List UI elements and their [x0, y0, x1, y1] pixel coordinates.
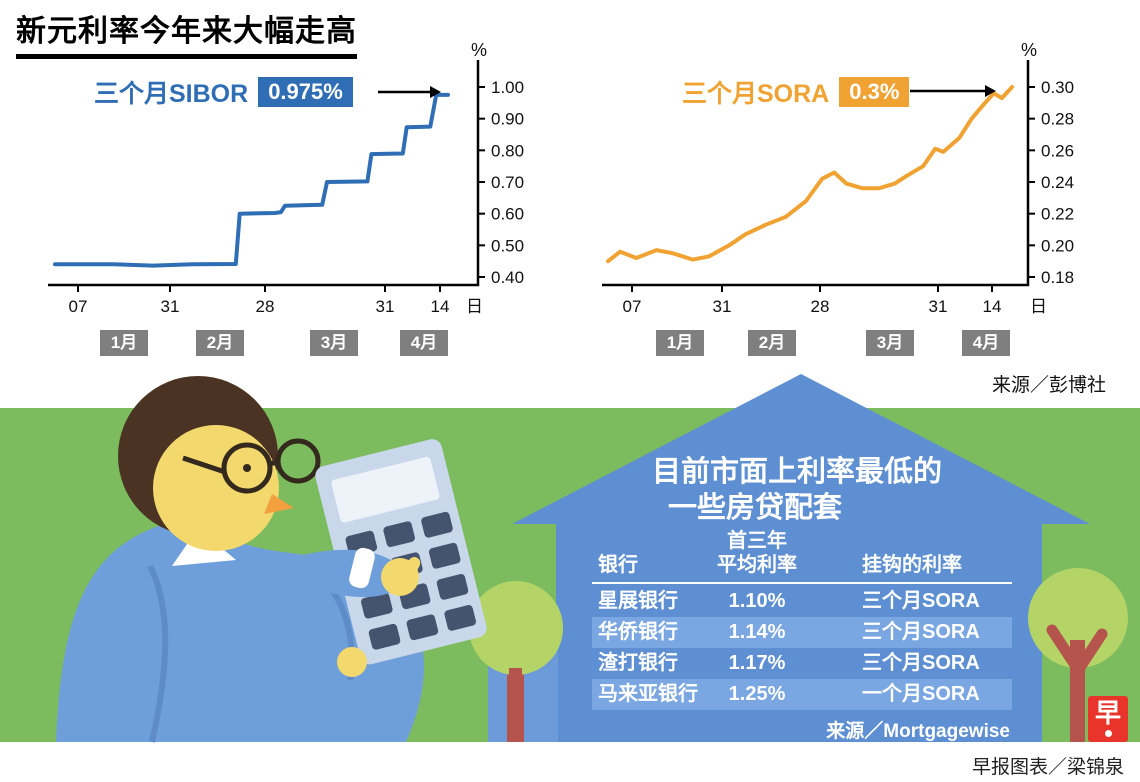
- table-row: 星展银行 1.10% 三个月SORA: [592, 586, 1012, 617]
- logo-flower-mark: [1104, 730, 1112, 737]
- month-label-feb: 2月: [196, 330, 244, 356]
- cell-peg: 三个月SORA: [862, 652, 980, 674]
- table-header-row: 银行 平均利率 挂钩的利率: [592, 550, 1012, 581]
- sibor-series-label: 三个月SIBOR: [94, 80, 249, 108]
- sora-annotation: 三个月SORA 0.3%: [682, 74, 910, 110]
- sora-series-label: 三个月SORA: [682, 80, 830, 108]
- table-row: 渣打银行 1.17% 三个月SORA: [592, 648, 1012, 679]
- sibor-value-badge: 0.975%: [258, 77, 353, 107]
- sibor-annotation: 三个月SIBOR 0.975%: [94, 74, 353, 110]
- month-label-apr: 4月: [400, 330, 448, 356]
- month-label-apr: 4月: [962, 330, 1010, 356]
- sora-value-badge: 0.3%: [839, 77, 910, 107]
- month-label-jan: 1月: [100, 330, 148, 356]
- table-row: 马来亚银行 1.25% 一个月SORA: [592, 679, 1012, 710]
- panel-title-line2: 一些房贷配套: [668, 492, 843, 524]
- logo-character: 早: [1094, 698, 1121, 728]
- col-header-bank: 银行: [598, 554, 638, 576]
- table-divider: [592, 582, 1012, 584]
- zaobao-logo: 早: [1088, 696, 1128, 742]
- page-title: 新元利率今年来大幅走高: [16, 6, 357, 59]
- table-row: 华侨银行 1.14% 三个月SORA: [592, 617, 1012, 648]
- cell-bank: 华侨银行: [598, 621, 678, 643]
- month-label-feb: 2月: [748, 330, 796, 356]
- table-source: 来源／Mortgagewise: [826, 721, 1010, 742]
- cell-bank: 星展银行: [598, 590, 678, 612]
- col-header-peg: 挂钩的利率: [862, 554, 962, 576]
- month-label-jan: 1月: [656, 330, 704, 356]
- credit: 早报图表／梁锦泉: [971, 757, 1124, 778]
- cell-rate: 1.17%: [728, 652, 786, 674]
- cell-peg: 三个月SORA: [862, 590, 980, 612]
- cell-rate: 1.25%: [728, 683, 786, 705]
- cell-rate: 1.14%: [728, 621, 786, 643]
- col-header-rate: 平均利率: [717, 554, 797, 576]
- cell-peg: 一个月SORA: [862, 683, 980, 705]
- chart-source: 来源／彭博社: [991, 375, 1106, 396]
- cell-bank: 渣打银行: [598, 652, 678, 674]
- col-header-first3yr: 首三年: [727, 530, 787, 552]
- cell-rate: 1.10%: [728, 590, 786, 612]
- cell-peg: 三个月SORA: [862, 621, 980, 643]
- cell-bank: 马来亚银行: [598, 683, 698, 705]
- month-label-mar: 3月: [866, 330, 914, 356]
- month-label-mar: 3月: [310, 330, 358, 356]
